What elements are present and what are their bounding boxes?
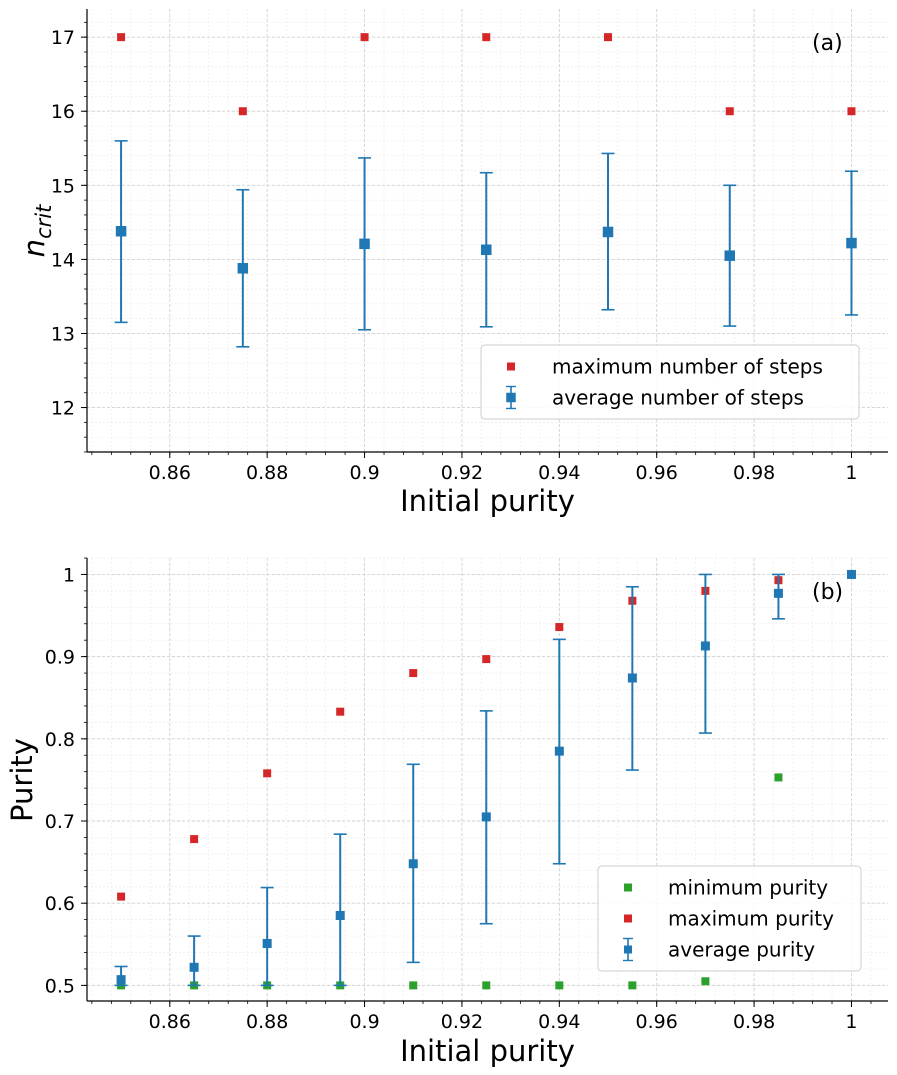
panel-b-point-max [482, 655, 491, 664]
panel-a-point-avg [724, 250, 735, 261]
panel-a-panel-tag: (a) [812, 31, 843, 56]
panel-b-legend-box [597, 865, 862, 972]
panel-a-point-max [238, 107, 247, 116]
panel-b-x-tick-label: 0.86 [149, 1011, 191, 1033]
panel-a-y-tick-label: 13 [51, 323, 75, 345]
panel-b-y-tick-label: 0.8 [45, 729, 75, 751]
panel-a-legend-label-max: maximum number of steps [552, 355, 823, 379]
panel-a-y-tick-label: 17 [51, 27, 75, 49]
panel-b-legend-marker-max [624, 914, 632, 923]
panel-b-point-min [701, 977, 710, 986]
panel-a-x-tick-label: 0.96 [636, 462, 678, 484]
panel-b-x-tick-label: 0.96 [636, 1011, 678, 1033]
panel-b-legend-marker-avg [624, 945, 632, 954]
panel-a-x-tick-label: 0.86 [149, 462, 191, 484]
panel-a-legend-marker-avg [506, 392, 516, 403]
panel-b-point-avg [481, 812, 491, 822]
panel-a-y-tick-label: 12 [51, 398, 75, 420]
panel-b-point-max [190, 835, 199, 844]
panel-b-point-min [482, 981, 491, 990]
panel-a-point-avg [237, 263, 249, 274]
panel-a-point-avg [359, 238, 370, 250]
panel-b-y-tick-label: 1 [63, 564, 75, 586]
panel-a-point-max [360, 33, 369, 42]
panel-b-x-tick-label: 0.9 [349, 1011, 379, 1033]
panel-a-point-avg [115, 225, 127, 237]
panel-b-point-avg [554, 746, 564, 756]
panel-b-legend-marker-min [624, 883, 632, 892]
panel-b-point-max [409, 669, 418, 678]
panel-b-point-min [555, 981, 564, 990]
panel-b-x-tick-label: 0.94 [538, 1011, 580, 1033]
panel-a-legend-marker-max [507, 362, 515, 371]
panel-b-point-avg [700, 641, 710, 651]
panel-b-y-tick-label: 0.5 [45, 975, 75, 997]
panel-b-chart: 0.86 0.88 0.9 0.92 0.94 0.96 0.98 1 0.5 0.6 0.7 0.8… [5, 557, 888, 1068]
panel-b-legend-label-min: minimum purity [668, 876, 828, 900]
panel-b-point-avg [189, 962, 199, 972]
panel-a-x-tick-label: 0.98 [733, 462, 775, 484]
panel-a-y-tick-label: 14 [51, 249, 75, 271]
panel-a-point-max [847, 107, 856, 116]
panel-a-x-tick-label: 1 [845, 462, 857, 484]
panel-b-point-max [555, 623, 564, 632]
panel-b-y-tick-label: 0.6 [45, 893, 75, 915]
panel-b-y-tick-label: 0.9 [45, 647, 75, 669]
panel-a-legend-box [480, 344, 860, 420]
panel-b-point-min [409, 981, 418, 990]
panel-a-y-tick-label: 16 [51, 101, 75, 123]
panel-a-point-avg [846, 237, 857, 249]
panel-b-point-avg [116, 975, 126, 985]
panel-a-legend-label-avg: average number of steps [552, 386, 804, 410]
panel-a-point-max [117, 33, 126, 42]
panel-a-y-axis-label: ncrit [17, 204, 56, 257]
panel-b-point-max [117, 892, 126, 901]
panel-a-point-max [482, 33, 491, 42]
panel-a-x-tick-label: 0.88 [246, 462, 288, 484]
panel-b-series-avg [114, 569, 856, 987]
panel-b-legend-label-avg: average purity [668, 938, 815, 962]
panel-b-point-avg [408, 859, 418, 869]
panel-b-point-max [336, 707, 345, 716]
panel-a-x-tick-label: 0.92 [441, 462, 483, 484]
panel-a-legend: maximum number of steps average number of… [480, 344, 860, 420]
panel-b-x-tick-label: 1 [845, 1011, 857, 1033]
panel-b-point-avg [846, 569, 856, 579]
panel-a-x-tick-label: 0.94 [538, 462, 580, 484]
panel-b-x-tick-label: 0.92 [441, 1011, 483, 1033]
panel-a-series-max [117, 33, 856, 116]
panel-a-chart: 0.86 0.88 0.9 0.92 0.94 0.96 0.98 1 12 13 14 15 16 17… [17, 9, 888, 518]
panel-b-y-tick-label: 0.7 [45, 811, 75, 833]
panel-b-point-avg [262, 938, 272, 948]
panel-b-point-min [628, 981, 637, 990]
panel-b-legend-label-max: maximum purity [668, 907, 834, 931]
panel-b-point-min [774, 773, 783, 782]
panel-b-point-avg [335, 911, 345, 921]
panel-b-point-avg [773, 588, 783, 598]
panel-b-x-axis-label: Initial purity [400, 1034, 575, 1068]
panel-a-x-axis-label: Initial purity [400, 484, 575, 518]
panel-a-point-avg [602, 226, 614, 238]
panel-b-y-axis-label: Purity [5, 738, 39, 822]
panel-b-point-max [263, 769, 272, 778]
panel-b-x-tick-label: 0.98 [733, 1011, 775, 1033]
panel-a-y-tick-label: 15 [51, 175, 75, 197]
panel-b-x-tick-label: 0.88 [246, 1011, 288, 1033]
panel-a-point-max [604, 33, 613, 42]
panel-b-legend: minimum purity maximum purity average puri… [597, 865, 862, 972]
panel-a-series-avg [114, 140, 858, 348]
panel-b-panel-tag: (b) [812, 580, 843, 605]
panel-a-point-avg [481, 244, 492, 256]
panel-b-point-avg [627, 673, 637, 683]
panel-a-point-max [725, 107, 734, 116]
panel-a-x-tick-label: 0.9 [349, 462, 379, 484]
